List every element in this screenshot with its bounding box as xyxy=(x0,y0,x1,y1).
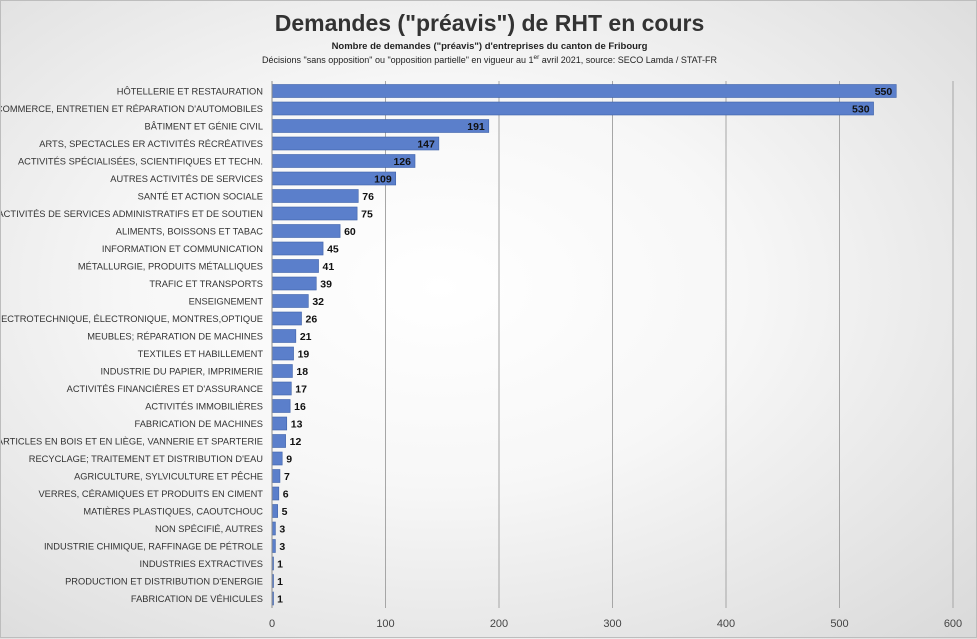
category-label: ACTIVITÉS SPÉCIALISÉES, SCIENTIFIQUES ET… xyxy=(18,157,263,167)
category-label: INDUSTRIE CHIMIQUE, RAFFINAGE DE PÉTROLE xyxy=(44,542,263,552)
data-label: 3 xyxy=(279,541,285,553)
category-label: NON SPÉCIFIÉ, AUTRES xyxy=(155,524,263,534)
category-label: AUTRES ACTIVITÉS DE SERVICES xyxy=(110,174,263,184)
data-label: 5 xyxy=(282,506,288,518)
data-label: 18 xyxy=(296,366,308,378)
category-label: VERRES, CÉRAMIQUES ET PRODUITS EN CIMENT xyxy=(38,489,263,499)
bar xyxy=(271,101,874,116)
data-label: 45 xyxy=(327,244,339,256)
category-label: FABRICATION DE MACHINES xyxy=(135,419,263,429)
bar xyxy=(271,399,291,413)
x-tick-label: 500 xyxy=(830,618,848,630)
category-label: TEXTILES ET HABILLEMENT xyxy=(138,349,264,359)
bar xyxy=(271,486,280,501)
data-label: 6 xyxy=(283,489,289,501)
category-label: SANTÉ ET ACTION SOCIALE xyxy=(138,192,263,202)
bar xyxy=(271,276,317,291)
bar xyxy=(271,416,288,431)
x-tick-label: 300 xyxy=(603,618,621,630)
data-label: 530 xyxy=(852,104,870,116)
bar xyxy=(271,119,490,133)
bar xyxy=(271,469,281,483)
data-label: 17 xyxy=(295,384,307,396)
bar xyxy=(271,136,440,151)
category-label: ARTICLES EN BOIS ET EN LIÈGE, VANNERIE E… xyxy=(1,437,263,447)
data-label: 60 xyxy=(344,226,356,238)
data-label: 3 xyxy=(279,524,285,536)
chart-subtitle: Nombre de demandes ("préavis") d'entrepr… xyxy=(331,41,648,52)
category-label: FABRICATION DE VÉHICULES xyxy=(131,594,263,604)
x-tick-label: 0 xyxy=(269,618,275,630)
bar xyxy=(271,206,358,221)
bar xyxy=(271,241,324,256)
category-label: INFORMATION ET COMMUNICATION xyxy=(102,244,263,254)
x-tick-label: 400 xyxy=(717,618,735,630)
bar xyxy=(271,539,276,553)
category-label: ELECTROTECHNIQUE, ÉLECTRONIQUE, MONTRES,… xyxy=(1,314,263,324)
data-label: 147 xyxy=(417,139,435,151)
data-label: 76 xyxy=(362,191,374,203)
bar xyxy=(271,381,292,396)
category-label: MATIÈRES PLASTIQUES, CAOUTCHOUC xyxy=(83,507,263,517)
data-label: 1 xyxy=(277,559,283,571)
data-label: 9 xyxy=(286,454,292,466)
category-label: PRODUCTION ET DISTRIBUTION D'ENERGIE xyxy=(65,577,263,587)
category-label: INDUSTRIE DU PAPIER, IMPRIMERIE xyxy=(100,367,263,377)
data-label: 19 xyxy=(298,349,310,361)
data-label: 126 xyxy=(393,156,411,168)
category-label: ENSEIGNEMENT xyxy=(189,297,264,307)
category-label: COMMERCE, ENTRETIEN ET RÉPARATION D'AUTO… xyxy=(1,104,263,114)
data-label: 13 xyxy=(291,419,303,431)
data-label: 75 xyxy=(361,209,373,221)
bar xyxy=(271,189,359,203)
bar xyxy=(271,224,341,238)
bar xyxy=(271,504,278,518)
category-label: MEUBLES; RÉPARATION DE MACHINES xyxy=(87,332,263,342)
category-label: AGRICULTURE, SYLVICULTURE ET PÊCHE xyxy=(74,472,263,482)
data-label: 191 xyxy=(467,121,485,133)
data-label: 550 xyxy=(875,86,893,98)
bar xyxy=(271,451,283,466)
bar xyxy=(271,364,293,378)
x-tick-label: 200 xyxy=(490,618,508,630)
category-label: ACTIVITÉS DE SERVICES ADMINISTRATIFS ET … xyxy=(1,209,263,219)
category-label: ACTIVITÉS FINANCIÈRES ET D'ASSURANCE xyxy=(67,384,263,394)
category-label: ACTIVITÉS IMMOBILIÈRES xyxy=(145,402,263,412)
bar xyxy=(271,346,294,361)
bar xyxy=(271,329,297,343)
category-label: RECYCLAGE; TRAITEMENT ET DISTRIBUTION D'… xyxy=(29,454,263,464)
bar xyxy=(271,259,319,273)
bar xyxy=(271,311,302,326)
chart-title: Demandes ("préavis") de RHT en cours xyxy=(274,10,705,36)
data-label: 7 xyxy=(284,471,290,483)
x-tick-label: 100 xyxy=(376,618,394,630)
data-label: 12 xyxy=(290,436,302,448)
data-label: 1 xyxy=(277,576,283,588)
data-label: 1 xyxy=(277,594,283,606)
category-label: ALIMENTS, BOISSONS ET TABAC xyxy=(116,227,264,237)
bar xyxy=(271,294,309,308)
bar xyxy=(271,434,286,448)
category-label: MÉTALLURGIE, PRODUITS MÉTALLIQUES xyxy=(78,262,263,272)
category-label: BÂTIMENT ET GÉNIE CIVIL xyxy=(145,122,263,132)
bar xyxy=(271,84,897,98)
category-label: INDUSTRIES EXTRACTIVES xyxy=(140,559,263,569)
category-label: ARTS, SPECTACLES ER ACTIVITÉS RÉCRÉATIVE… xyxy=(39,139,263,149)
category-label: TRAFIC ET TRANSPORTS xyxy=(149,279,263,289)
data-label: 16 xyxy=(294,401,306,413)
data-label: 109 xyxy=(374,174,392,186)
data-label: 21 xyxy=(300,331,312,343)
data-label: 32 xyxy=(312,296,324,308)
bar xyxy=(271,521,276,536)
x-tick-label: 600 xyxy=(944,618,962,630)
chart-source-note: Décisions "sans opposition" ou "oppositi… xyxy=(262,54,717,65)
data-label: 26 xyxy=(306,314,318,326)
data-label: 41 xyxy=(323,261,335,273)
category-label: HÔTELLERIE ET RESTAURATION xyxy=(117,87,263,97)
data-label: 39 xyxy=(320,279,332,291)
